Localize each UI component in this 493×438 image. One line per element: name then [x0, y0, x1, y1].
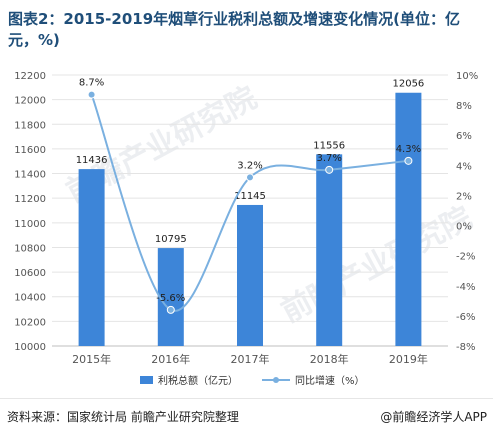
bar-value-label: 12056	[392, 79, 424, 90]
legend-label-bar: 利税总额（亿元）	[158, 374, 238, 387]
y-right-tick-label: 0%	[456, 222, 472, 233]
source-note: 资料来源：国家统计局 前瞻产业研究院整理	[7, 410, 239, 424]
y-left-tick-label: 11000	[14, 219, 46, 230]
y-right-tick-label: 2%	[456, 191, 472, 202]
x-tick-label: 2018年	[310, 352, 349, 366]
bar-value-label: 11436	[76, 155, 108, 166]
x-tick-label: 2015年	[72, 352, 111, 366]
y-right-tick-label: -2%	[456, 252, 475, 263]
legend-swatch-bar	[140, 376, 153, 384]
y-left-tick-label: 10000	[14, 342, 46, 353]
growth-value-label: 4.3%	[396, 144, 421, 155]
bar	[157, 248, 184, 346]
y-left-tick-label: 12200	[14, 71, 46, 82]
growth-value-label: 3.7%	[316, 153, 341, 164]
growth-point	[404, 156, 413, 165]
y-right-tick-label: 10%	[456, 71, 478, 82]
bar-value-label: 11556	[313, 140, 345, 151]
bar	[78, 169, 105, 346]
growth-point	[166, 305, 175, 314]
chart-title: 图表2：2015-2019年烟草行业税利总额及增速变化情况(单位：亿元，%)	[8, 10, 461, 49]
y-right-tick-label: 6%	[456, 131, 472, 142]
brand-label: @前瞻经济学人APP	[380, 410, 487, 424]
y-right-tick-label: -6%	[456, 312, 475, 323]
legend-marker-line	[273, 377, 279, 383]
bar	[316, 154, 343, 346]
legend-label-line: 同比增速（%）	[295, 374, 365, 387]
growth-point	[246, 173, 254, 182]
growth-line	[90, 94, 409, 312]
y-left-tick-label: 11400	[14, 170, 46, 181]
bar	[395, 92, 422, 346]
x-tick-label: 2016年	[151, 352, 190, 366]
y-left-tick-label: 10800	[14, 243, 46, 254]
y-right-tick-label: -8%	[456, 342, 475, 353]
y-right-tick-label: 8%	[456, 101, 472, 112]
y-right-tick-label: -4%	[456, 282, 475, 293]
y-left-tick-label: 10400	[14, 293, 46, 304]
y-left-tick-label: 11800	[14, 120, 46, 131]
x-tick-label: 2019年	[389, 352, 428, 366]
y-left-tick-label: 10600	[14, 268, 46, 279]
growth-value-label: 3.2%	[237, 160, 262, 171]
bar-value-label: 11145	[234, 191, 266, 202]
x-tick-label: 2017年	[231, 352, 270, 366]
bar-value-label: 10795	[155, 234, 187, 245]
combo-chart: 10000 10200 10400 10600 10800 11000 11200 11400…	[14, 71, 478, 387]
growth-value-label: -5.6%	[156, 293, 185, 304]
growth-point	[325, 165, 334, 174]
y-right-tick-label: 4%	[456, 161, 472, 172]
y-left-tick-label: 10200	[14, 317, 46, 328]
bar	[237, 204, 263, 346]
y-left-tick-label: 11600	[14, 145, 46, 156]
y-left-tick-label: 12000	[14, 96, 46, 107]
footer: 资料来源：国家统计局 前瞻产业研究院整理 @前瞻经济学人APP	[0, 398, 493, 438]
y-left-tick-label: 11200	[14, 194, 46, 205]
growth-value-label: 8.7%	[79, 78, 104, 89]
growth-point	[87, 90, 96, 99]
